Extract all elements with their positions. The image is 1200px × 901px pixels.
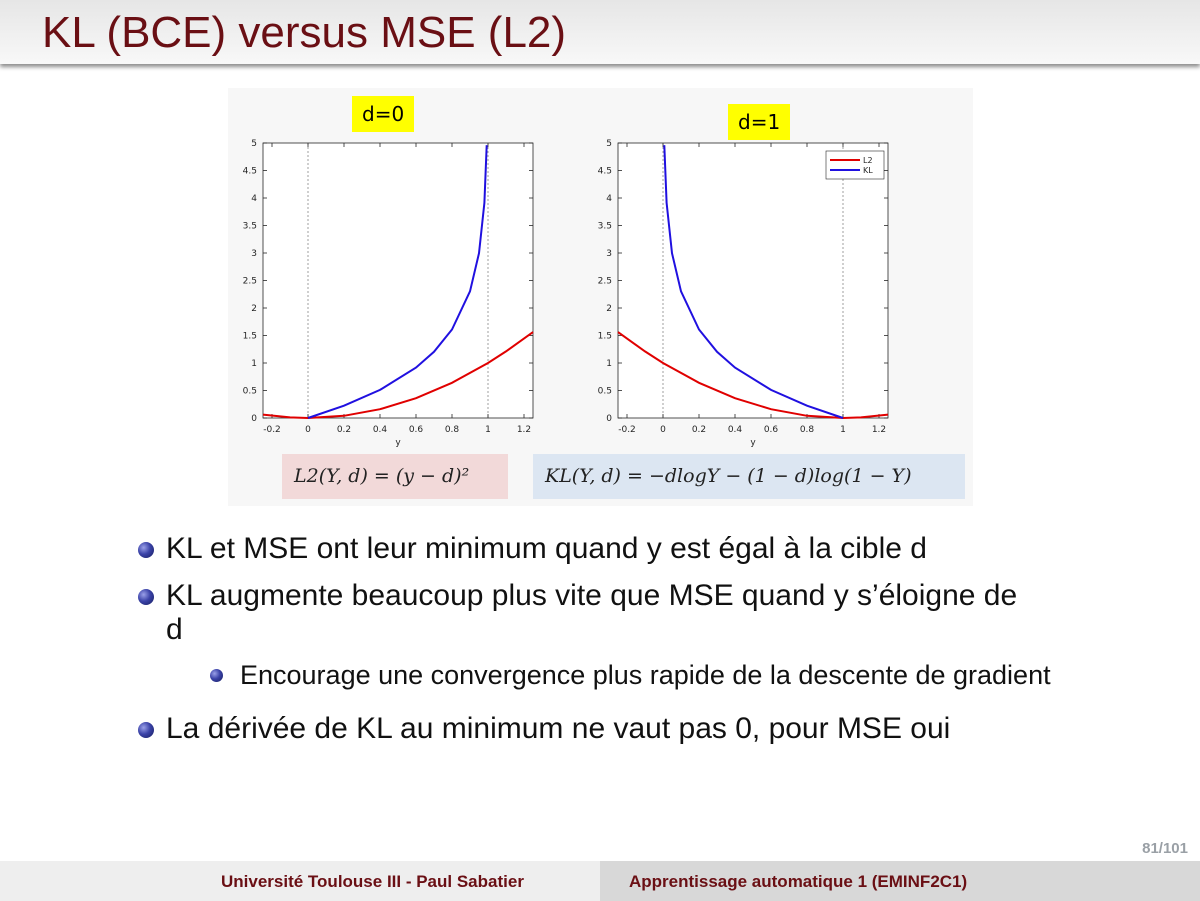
- series-line-0: [262, 331, 534, 420]
- y-tick-label: 5: [251, 139, 257, 149]
- x-tick-label: 0.8: [800, 425, 815, 435]
- x-tick-label: 0.6: [409, 425, 424, 435]
- chart-d0: -0.2 0 0.2 0.4 0.6 0.8 1 1.2 0 0.5 1 1.5 2 2.5 3 3.5 4 4.…: [243, 139, 534, 448]
- formula-l2: L2(Y, d) = (y − d)²: [282, 454, 508, 499]
- series-line-KL: [663, 145, 844, 419]
- x-tick-label: 0.2: [337, 425, 351, 435]
- plot-area: [262, 142, 534, 419]
- x-tick-label: 1.2: [872, 425, 886, 435]
- x-tick-label: 1: [485, 425, 491, 435]
- x-tick-label: 0.6: [764, 425, 779, 435]
- label-d1: d=1: [728, 104, 791, 140]
- x-axis-label: y: [750, 438, 756, 448]
- y-tick-label: 2.5: [243, 277, 257, 287]
- y-tick-label: 2: [606, 304, 612, 314]
- y-tick-label: 1: [251, 359, 257, 369]
- bullet-icon: [138, 722, 154, 738]
- x-tick-label: 0: [660, 425, 666, 435]
- y-tick-label: 0.5: [243, 387, 257, 397]
- y-tick-label: 3.5: [598, 222, 612, 232]
- y-tick-label: 4: [606, 194, 612, 204]
- series-line-L2: [617, 331, 889, 420]
- footer-course: Apprentissage automatique 1 (EMINF2C1): [629, 872, 968, 891]
- y-tick-label: 0: [606, 414, 612, 424]
- x-tick-label: 1.2: [517, 425, 531, 435]
- formula-kl: KL(Y, d) = −dlogY − (1 − d)log(1 − Y): [533, 454, 965, 499]
- y-tick-label: 1.5: [598, 332, 612, 342]
- page-number: 81/101: [1142, 840, 1188, 857]
- footer-university: Université Toulouse III - Paul Sabatier: [221, 872, 524, 891]
- x-tick-label: -0.2: [263, 425, 281, 435]
- footer-right: Apprentissage automatique 1 (EMINF2C1): [600, 861, 1200, 901]
- x-tick-label: -0.2: [618, 425, 636, 435]
- y-tick-label: 4: [251, 194, 257, 204]
- title-bar: KL (BCE) versus MSE (L2): [0, 0, 1200, 64]
- y-tick-label: 4.5: [598, 167, 612, 177]
- legend-label: L2: [863, 156, 873, 165]
- footer-left: Université Toulouse III - Paul Sabatier: [0, 861, 600, 901]
- y-tick-label: 3: [606, 249, 612, 259]
- bullet-item: KL et MSE ont leur minimum quand y est é…: [130, 532, 1190, 566]
- x-tick-label: 0.4: [373, 425, 388, 435]
- label-d0: d=0: [352, 96, 415, 132]
- y-tick-label: 5: [606, 139, 612, 149]
- sub-bullet-item: Encourage une convergence plus rapide de…: [130, 658, 1200, 692]
- y-tick-label: 1.5: [243, 332, 257, 342]
- x-tick-label: 0: [305, 425, 311, 435]
- y-tick-label: 2.5: [598, 277, 612, 287]
- bullet-item: KL augmente beaucoup plus vite que MSE q…: [130, 579, 1026, 647]
- sub-bullet-icon: [210, 669, 223, 682]
- slide-title: KL (BCE) versus MSE (L2): [42, 8, 567, 57]
- bullet-item: La dérivée de KL au minimum ne vaut pas …: [130, 712, 1190, 746]
- bullet-icon: [138, 589, 154, 605]
- plot-area: [617, 142, 889, 419]
- y-tick-label: 4.5: [243, 167, 257, 177]
- chart-d1: -0.2 0 0.2 0.4 0.6 0.8 1 1.2 0 0.5 1 1.5 2 2.5 3 3.5 4 4.…: [598, 139, 889, 448]
- x-tick-label: 0.8: [445, 425, 460, 435]
- bullet-icon: [138, 542, 154, 558]
- y-tick-label: 1: [606, 359, 612, 369]
- x-axis-label: y: [395, 438, 401, 448]
- bullet-list: KL et MSE ont leur minimum quand y est é…: [130, 528, 1190, 746]
- y-tick-label: 3.5: [243, 222, 257, 232]
- legend-label: KL: [863, 166, 873, 175]
- series-line-1: [307, 145, 488, 419]
- y-tick-label: 3: [251, 249, 257, 259]
- x-tick-label: 0.4: [728, 425, 743, 435]
- legend-box: [825, 150, 885, 180]
- x-tick-label: 1: [840, 425, 846, 435]
- y-tick-label: 0.5: [598, 387, 612, 397]
- x-tick-label: 0.2: [692, 425, 706, 435]
- y-tick-label: 2: [251, 304, 257, 314]
- y-tick-label: 0: [251, 414, 257, 424]
- figure: -0.2 0 0.2 0.4 0.6 0.8 1 1.2 0 0.5 1 1.5 2 2.5 3 3.5 4 4.…: [228, 88, 973, 506]
